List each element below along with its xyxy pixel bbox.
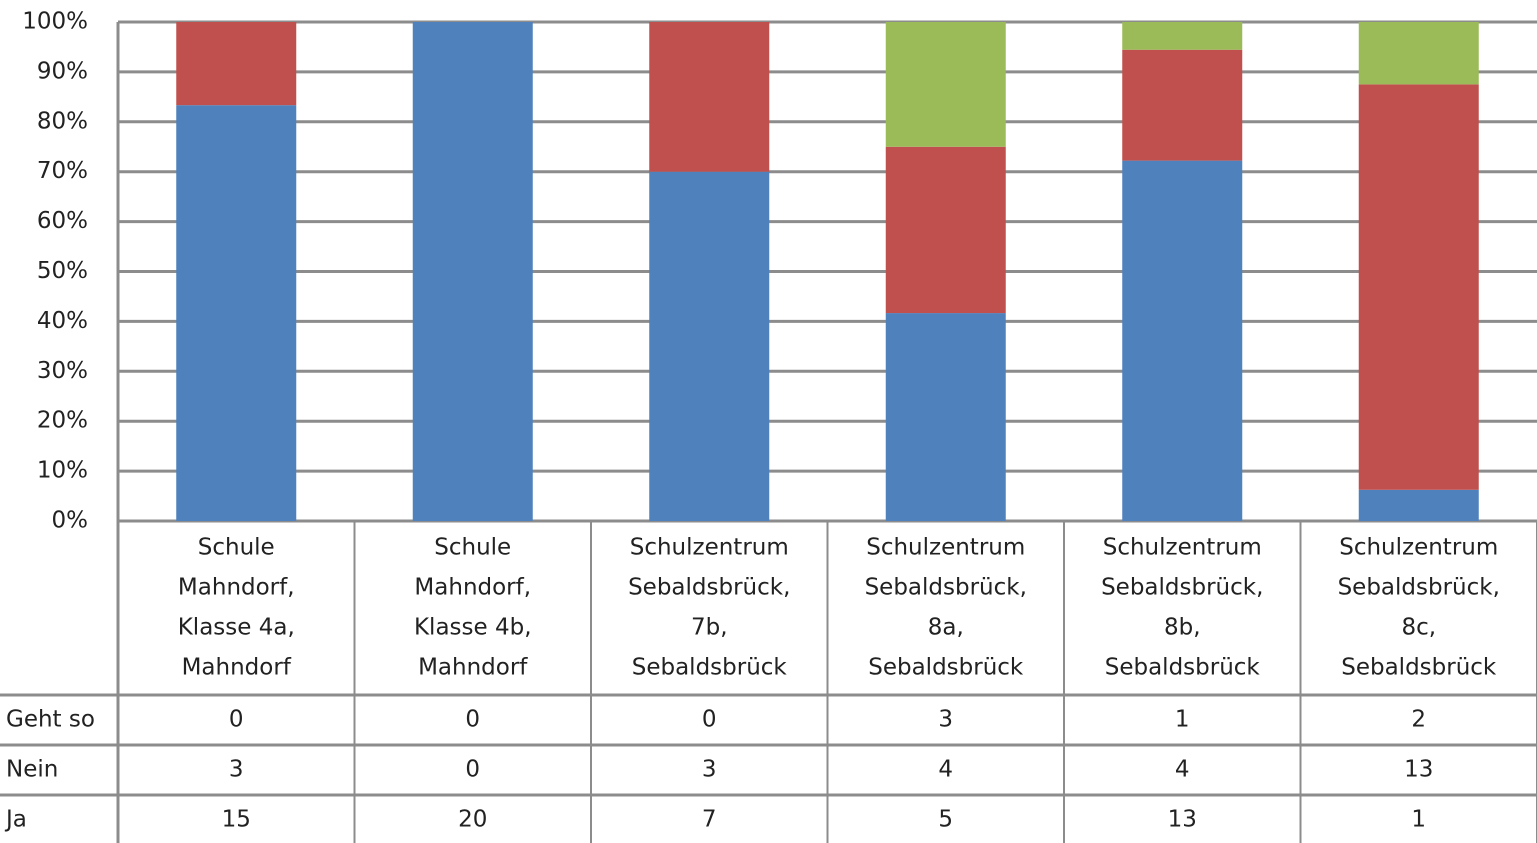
bar-segment xyxy=(885,146,1006,314)
legend-label: Geht so xyxy=(6,707,95,733)
table-value: 3 xyxy=(938,707,953,733)
x-tick-label: Schule xyxy=(198,535,275,561)
bar-segment xyxy=(649,171,770,521)
table-value: 20 xyxy=(458,807,487,833)
x-tick-label: Mahndorf, xyxy=(178,575,295,601)
bar-segment xyxy=(176,22,297,106)
bar-segment xyxy=(885,22,1006,147)
x-tick-label: 8b, xyxy=(1164,615,1201,641)
y-tick-label: 50% xyxy=(37,258,88,284)
bar-segment xyxy=(1358,22,1479,85)
x-tick-label: Klasse 4a, xyxy=(178,615,295,641)
y-tick-label: 30% xyxy=(37,358,88,384)
y-tick-label: 60% xyxy=(37,208,88,234)
bar-segment xyxy=(412,22,533,521)
table-value: 3 xyxy=(702,757,717,783)
y-tick-label: 40% xyxy=(37,308,88,334)
bar-segment xyxy=(1122,22,1243,50)
bar-segment xyxy=(1122,160,1243,521)
bar-segment xyxy=(885,313,1006,521)
x-tick-label: Sebaldsbrück xyxy=(868,655,1024,681)
table-value: 4 xyxy=(1175,757,1190,783)
table-value: 15 xyxy=(222,807,251,833)
y-tick-label: 0% xyxy=(52,508,89,534)
bar-segment xyxy=(176,105,297,522)
table-value: 0 xyxy=(465,707,480,733)
bar-segment xyxy=(1358,84,1479,490)
table-value: 0 xyxy=(465,757,480,783)
x-tick-label: 8a, xyxy=(928,615,964,641)
x-tick-label: 7b, xyxy=(691,615,728,641)
legend-label: Nein xyxy=(6,757,58,783)
x-tick-label: Sebaldsbrück, xyxy=(865,575,1027,601)
y-tick-label: 100% xyxy=(22,9,88,35)
bar-segment xyxy=(1122,49,1243,161)
table-value: 1 xyxy=(1411,807,1426,833)
table-value: 13 xyxy=(1168,807,1197,833)
legend-label: Ja xyxy=(4,807,27,833)
x-tick-label: Sebaldsbrück, xyxy=(1101,575,1263,601)
y-tick-label: 80% xyxy=(37,108,88,134)
x-tick-label: Schulzentrum xyxy=(630,535,789,561)
table-value: 3 xyxy=(229,757,244,783)
x-tick-label: Sebaldsbrück xyxy=(632,655,788,681)
x-tick-label: Schulzentrum xyxy=(1339,535,1498,561)
x-tick-label: Schulzentrum xyxy=(866,535,1025,561)
table-value: 0 xyxy=(229,707,244,733)
x-tick-label: Mahndorf, xyxy=(414,575,531,601)
table-value: 5 xyxy=(938,807,953,833)
y-tick-label: 10% xyxy=(37,458,88,484)
y-tick-label: 20% xyxy=(37,408,88,434)
table-value: 1 xyxy=(1175,707,1190,733)
table-value: 13 xyxy=(1404,757,1433,783)
table-value: 4 xyxy=(938,757,953,783)
y-tick-label: 70% xyxy=(37,158,88,184)
table-value: 7 xyxy=(702,807,717,833)
x-tick-label: Schulzentrum xyxy=(1103,535,1262,561)
bar-segment xyxy=(649,22,770,172)
x-tick-label: Mahndorf xyxy=(418,655,528,681)
x-tick-label: Mahndorf xyxy=(182,655,292,681)
table-value: 0 xyxy=(702,707,717,733)
y-tick-label: 90% xyxy=(37,58,88,84)
table-value: 2 xyxy=(1411,707,1426,733)
bar-segment xyxy=(1358,489,1479,521)
x-tick-label: Klasse 4b, xyxy=(414,615,532,641)
x-tick-label: Sebaldsbrück xyxy=(1105,655,1261,681)
x-tick-label: Schule xyxy=(434,535,511,561)
x-tick-label: Sebaldsbrück, xyxy=(1338,575,1500,601)
x-tick-label: 8c, xyxy=(1401,615,1436,641)
x-tick-label: Sebaldsbrück xyxy=(1341,655,1497,681)
x-tick-label: Sebaldsbrück, xyxy=(628,575,790,601)
